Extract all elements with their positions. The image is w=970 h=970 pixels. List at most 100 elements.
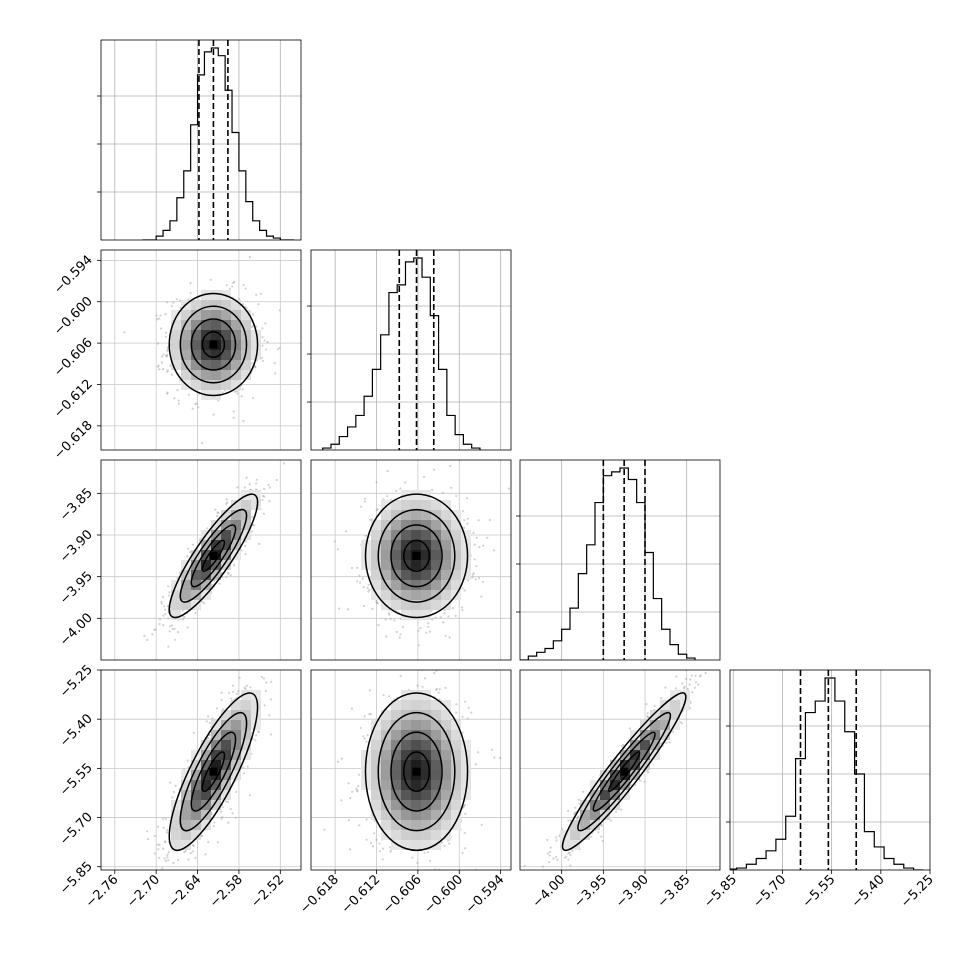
pair-3-1-sample-point — [464, 847, 467, 850]
pair-3-0-sample-point — [237, 690, 240, 693]
pair-2-1-density-cell — [451, 560, 461, 570]
pair-1-0-sample-point — [175, 298, 178, 301]
pair-2-1-sample-point — [433, 468, 436, 471]
pair-1-0-density-cell — [201, 370, 211, 380]
pair-2-1-sample-point — [377, 624, 380, 627]
pair-3-0-sample-point — [194, 856, 197, 860]
pair-3-1-density-cell — [371, 760, 381, 770]
pair-3-1-sample-point — [351, 790, 354, 793]
pair-2-0-sample-point — [267, 483, 270, 486]
pair-1-0-contour-1 — [190, 318, 237, 371]
pair-1-0-sample-point — [189, 282, 192, 285]
pair-1-0-sample-point — [274, 372, 277, 375]
pair-2-1-density-cell — [391, 550, 401, 560]
pair-3-1-sample-point — [412, 664, 414, 666]
pair-3-1-sample-point — [424, 677, 427, 680]
pair-1-0-sample-point — [156, 318, 159, 321]
pair-2-1-density-cell — [401, 550, 411, 560]
pair-1-0-sample-point — [170, 304, 173, 308]
pair-2-1-sample-point — [384, 618, 387, 621]
pair-2-0-density-cell — [251, 500, 261, 510]
pair-2-1-density-cell — [431, 550, 441, 560]
pair-3-0-sample-point — [220, 691, 223, 694]
pair-2-1-sample-point — [356, 580, 359, 583]
pair-2-0-sample-point — [170, 624, 174, 627]
pair-1-0-density-cell — [191, 320, 201, 330]
pair-2-0-density-cell — [191, 550, 201, 560]
pair-3-0-sample-point — [169, 781, 172, 784]
pair-2-1-sample-point — [474, 578, 477, 581]
pair-2-1-sample-point — [363, 500, 366, 503]
pair-3-0-sample-point — [183, 851, 186, 854]
pair-3-0-sample-point — [216, 707, 219, 710]
pair-1-0-density-cell — [221, 380, 231, 390]
pair-3-0-density-cell — [171, 800, 181, 810]
pair-3-0-sample-point — [227, 800, 230, 804]
pair-3-1-sample-point — [365, 838, 368, 841]
pair-2-1-sample-point — [431, 488, 434, 491]
pair-2-1-density-cell — [421, 510, 431, 520]
pair-2-1-density-cell — [391, 560, 401, 570]
pair-1-0-sample-point — [261, 336, 264, 339]
pair-2-0-sample-point — [179, 571, 182, 574]
pair-2-1-density-cell — [431, 560, 441, 570]
pair-3-1-sample-point — [455, 711, 458, 714]
pair-1-0-sample-point — [164, 313, 167, 316]
pair-2-1-sample-point — [358, 574, 361, 577]
pair-1-0-density-cell — [231, 360, 241, 370]
pair-3-0-density-cell — [221, 770, 231, 780]
pair-1-0-sample-point — [166, 391, 169, 394]
pair-1-0-density-cell — [191, 340, 201, 350]
pair-1-0-sample-point — [217, 399, 220, 402]
pair-3-0-density-cell — [181, 830, 191, 840]
pair-3-0-contour-2 — [179, 711, 248, 832]
pair-2-0-peak — [209, 551, 218, 560]
pair-3-1-sample-point — [435, 688, 438, 692]
pair-2-0-density-cell — [191, 570, 201, 580]
pair-2-0-density-cell — [221, 520, 231, 530]
pair-1-0-sample-point — [252, 397, 255, 400]
pair-1-0-sample-point — [255, 293, 258, 296]
pair-1-0-sample-point — [177, 399, 180, 402]
pair-3-0-sample-point — [186, 759, 189, 762]
pair-3-0-density-cell — [251, 700, 261, 710]
pair-1-0-density-cell — [221, 350, 231, 360]
pair-2-1-sample-point — [473, 543, 476, 546]
pair-1-0-density-cell — [241, 360, 251, 370]
pair-3-1-density-cell — [381, 820, 391, 830]
pair-2-0-contour-3 — [168, 493, 259, 619]
pair-1-0-contour-2 — [179, 305, 248, 384]
pair-3-0-density-cell — [201, 800, 211, 810]
pair-3-0-sample-point — [174, 784, 177, 787]
pair-3-0-sample-point — [244, 687, 247, 691]
pair-3-0-density-cell — [181, 820, 191, 830]
pair-3-0-content — [101, 670, 301, 904]
pair-1-0-sample-point — [165, 355, 169, 358]
pair-3-0-sample-point — [167, 851, 170, 854]
pair-3-1-sample-point — [400, 662, 402, 664]
pair-2-1-density-cell — [411, 500, 421, 510]
pair-3-0-sample-point — [158, 902, 160, 904]
pair-1-0-density-cell — [201, 310, 211, 320]
pair-3-0-density-cell — [251, 690, 261, 700]
pair-3-1-sample-point — [466, 877, 468, 879]
pair-3-1-sample-point — [368, 689, 371, 692]
pair-2-1-sample-point — [364, 497, 367, 500]
pair-1-0-density-cell — [171, 320, 181, 330]
pair-2-1-density-cell — [441, 560, 451, 570]
pair-3-0-density-cell — [221, 760, 231, 770]
pair-3-0-density-cell — [211, 750, 221, 760]
pair-3-0-sample-point — [164, 840, 167, 843]
pair-3-1-sample-point — [401, 664, 403, 666]
pair-3-1-density-cell — [381, 790, 391, 800]
pair-1-0-sample-point — [201, 441, 204, 445]
pair-3-1-sample-point — [378, 842, 381, 845]
pair-2-0-sample-point — [154, 628, 157, 631]
pair-2-1-density-cell — [441, 570, 451, 580]
pair-1-0-sample-point — [178, 379, 181, 382]
pair-1-0-sample-point — [231, 285, 234, 288]
hist-0-steps — [142, 47, 295, 240]
hist-panel-2 — [516, 459, 721, 661]
pair-3-0-density-cell — [181, 840, 191, 850]
